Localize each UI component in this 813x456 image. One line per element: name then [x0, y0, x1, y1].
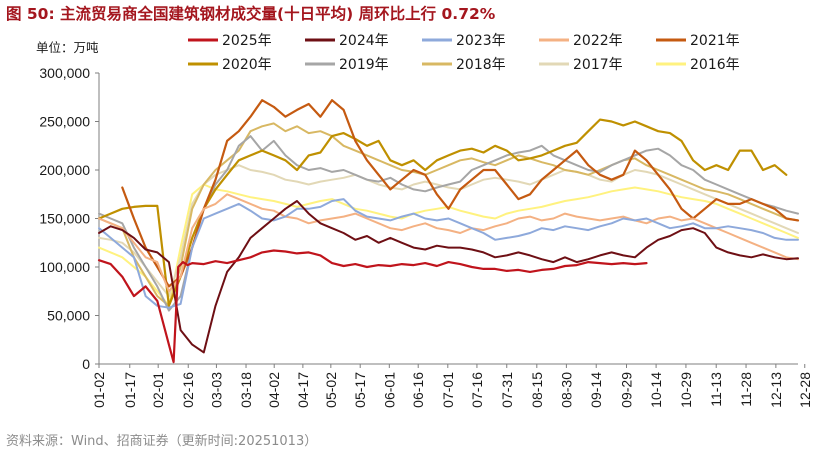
- legend-item: 2022年: [539, 33, 623, 49]
- x-tick-label: 12-28: [797, 372, 813, 408]
- x-tick-label: 06-01: [381, 372, 397, 408]
- y-tick-label: 50,000: [47, 308, 90, 324]
- legend: 2025年 2024年 2023年 2022年 2021年 2020年 2019年 2018年…: [188, 33, 740, 73]
- x-tick-label: 10-29: [678, 372, 694, 408]
- series-group: [97, 99, 800, 364]
- x-tick-label: 06-16: [410, 372, 426, 408]
- series-line-2025年: [97, 249, 648, 364]
- series-line-2021年: [121, 99, 800, 288]
- legend-label: 2016年: [690, 57, 740, 73]
- y-tick-label: 250,000: [39, 114, 90, 130]
- x-tick-label: 08-30: [558, 372, 574, 408]
- legend-label: 2024年: [339, 33, 389, 49]
- x-tick-label: 11-28: [738, 372, 754, 407]
- legend-item: 2017年: [539, 57, 623, 73]
- x-tick-label: 05-02: [323, 372, 339, 408]
- y-tick-label: 0: [82, 356, 90, 372]
- series-line-2020年: [97, 118, 788, 307]
- series-line-2023年: [98, 198, 799, 309]
- x-tick-label: 04-02: [266, 372, 282, 408]
- x-tick-label: 11-13: [708, 372, 724, 407]
- x-tick-label: 08-15: [529, 372, 545, 408]
- legend-label: 2017年: [573, 57, 623, 73]
- series-line-2019年: [98, 135, 799, 312]
- legend-item: 2019年: [305, 57, 389, 73]
- x-tick-label: 07-31: [499, 372, 515, 408]
- x-tick-label: 10-14: [648, 372, 664, 408]
- y-tick-label: 200,000: [39, 162, 90, 178]
- unit-label: 单位：万吨: [36, 40, 99, 55]
- legend-label: 2022年: [573, 33, 623, 49]
- y-axis: 0 50,000 100,000 150,000 200,000 250,000 300,0…: [39, 65, 100, 372]
- legend-label: 2020年: [222, 57, 272, 73]
- x-tick-label: 09-29: [619, 372, 635, 408]
- y-tick-label: 300,000: [39, 65, 90, 81]
- series-line-2024年: [98, 200, 799, 354]
- x-tick-label: 01-17: [122, 372, 138, 408]
- series-line-2018年: [98, 122, 799, 307]
- series-line-2017年: [98, 164, 799, 298]
- legend-item: 2024年: [305, 33, 389, 49]
- x-tick-label: 01-02: [91, 372, 107, 408]
- legend-item: 2025年: [188, 33, 272, 49]
- legend-item: 2018年: [422, 57, 506, 73]
- x-tick-label: 04-17: [295, 372, 311, 408]
- series-line-2016年: [98, 183, 799, 307]
- y-tick-label: 100,000: [39, 259, 90, 275]
- x-tick-label: 02-01: [150, 372, 166, 408]
- legend-item: 2016年: [656, 57, 740, 73]
- legend-label: 2019年: [339, 57, 389, 73]
- legend-label: 2023年: [456, 33, 506, 49]
- x-axis: 01-02 01-17 02-01 02-16 03-03 03-18 04-02 04-17…: [91, 363, 813, 408]
- y-tick-label: 150,000: [39, 211, 90, 227]
- x-tick-label: 03-03: [208, 372, 224, 408]
- legend-item: 2023年: [422, 33, 506, 49]
- x-tick-label: 09-14: [588, 372, 604, 408]
- x-tick-label: 02-16: [180, 372, 196, 408]
- legend-label: 2025年: [222, 33, 272, 49]
- source-note: 资料来源：Wind、招商证券（更新时间:20251013）: [6, 434, 318, 449]
- x-tick-label: 07-01: [440, 372, 456, 408]
- legend-item: 2021年: [656, 33, 740, 49]
- x-tick-label: 03-18: [238, 372, 254, 408]
- x-tick-label: 07-16: [469, 372, 485, 408]
- series-line-2022年: [98, 193, 799, 293]
- legend-label: 2021年: [690, 33, 740, 49]
- chart-title: 图 50: 主流贸易商全国建筑钢材成交量(十日平均) 周环比上行 0.72%: [6, 5, 496, 23]
- legend-label: 2018年: [456, 57, 506, 73]
- x-tick-label: 12-13: [768, 372, 784, 408]
- x-tick-label: 05-17: [352, 372, 368, 408]
- legend-item: 2020年: [188, 57, 272, 73]
